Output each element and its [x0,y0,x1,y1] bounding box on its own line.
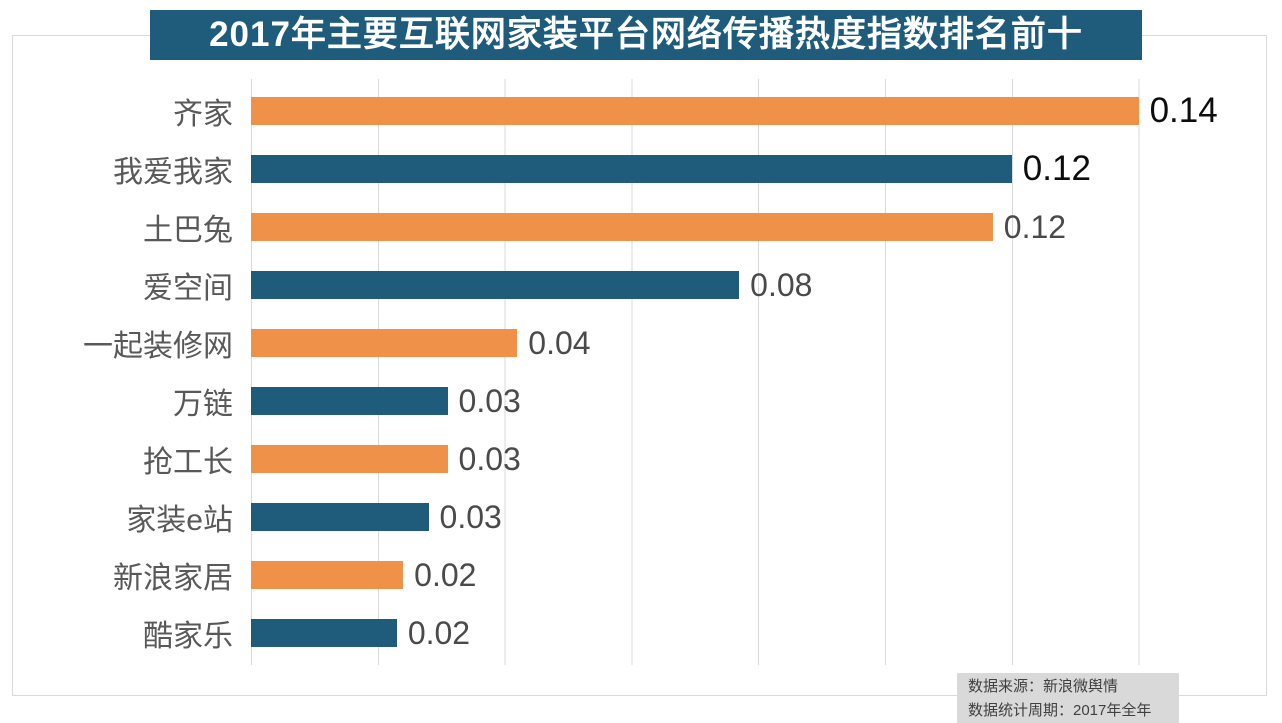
bar [251,445,448,473]
bar-track: 0.03 [251,430,1269,488]
category-label: 酷家乐 [143,620,233,653]
bar-row: 土巴兔 0.12 [12,198,1269,256]
bar-row: 酷家乐 0.02 [12,604,1269,662]
bar [251,561,404,589]
value-label: 0.12 [1022,149,1091,188]
category-label: 家装e站 [126,504,233,537]
category-label: 一起装修网 [83,330,233,363]
bar-track: 0.04 [251,314,1269,372]
source-line-2: 数据统计周期：2017年全年 [968,702,1152,719]
category-label: 爱空间 [143,272,233,305]
bar-track: 0.02 [251,546,1269,604]
source-box: 数据来源：新浪微舆情 数据统计周期：2017年全年 [957,673,1179,723]
bar-row: 我爱我家 0.12 [12,140,1269,198]
bar-track: 0.02 [251,604,1269,662]
bar-row: 家装e站 0.03 [12,488,1269,546]
bar-row: 抢工长 0.03 [12,430,1269,488]
value-label: 0.02 [407,614,471,651]
chart-title: 2017年主要互联网家装平台网络传播热度指数排名前十 [150,10,1142,60]
bar-track: 0.03 [251,488,1269,546]
value-label: 0.08 [750,266,813,303]
category-label: 万链 [173,388,233,421]
bar [251,619,397,647]
bar-track: 0.12 [251,140,1269,198]
value-label: 0.12 [1003,208,1067,245]
bar [251,213,993,241]
value-label: 0.03 [458,440,521,477]
bar [251,97,1139,125]
bar [251,503,429,531]
bar [251,329,518,357]
bar-track: 0.08 [251,256,1269,314]
category-label: 抢工长 [143,446,233,479]
bar-track: 0.12 [251,198,1269,256]
category-label: 新浪家居 [113,562,233,595]
bar-track: 0.14 [251,82,1269,140]
value-label: 0.02 [414,556,477,593]
bar-row: 万链 0.03 [12,372,1269,430]
bar-row: 齐家 0.14 [12,82,1269,140]
category-label: 齐家 [173,98,233,131]
bar-row: 爱空间 0.08 [12,256,1269,314]
category-label: 我爱我家 [113,156,233,189]
value-label: 0.14 [1149,91,1218,130]
bar-row: 一起装修网 0.04 [12,314,1269,372]
bar [251,155,1012,183]
bar-rows-container: 齐家 0.14 我爱我家 0.12 土巴兔 0.12 爱空间 0.08 一起装修网 0.04 万链 0… [12,82,1269,662]
bar-row: 新浪家居 0.02 [12,546,1269,604]
value-label: 0.04 [528,324,591,361]
value-label: 0.03 [458,382,521,419]
bar-track: 0.03 [251,372,1269,430]
value-label: 0.03 [439,498,502,535]
source-line-1: 数据来源：新浪微舆情 [968,678,1119,695]
bar [251,271,740,299]
bar [251,387,448,415]
category-label: 土巴兔 [143,214,233,247]
